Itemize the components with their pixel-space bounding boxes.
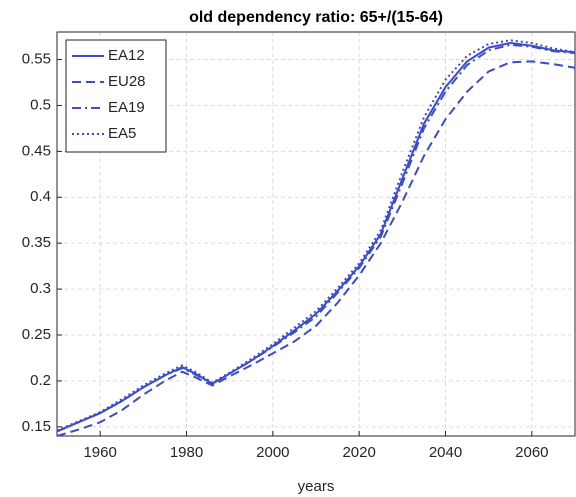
y-tick-label: 0.5 (30, 96, 51, 113)
y-tick-label: 0.35 (22, 234, 51, 251)
y-tick-label: 0.2 (30, 372, 51, 389)
y-tick-label: 0.3 (30, 280, 51, 297)
x-tick-label: 1960 (83, 444, 116, 461)
legend-box (65, 39, 167, 153)
series-line (56, 60, 576, 437)
x-tick-label: 2040 (429, 444, 462, 461)
plot-frame (56, 31, 576, 437)
chart-title: old dependency ratio: 65+/(15-64) (189, 9, 443, 26)
y-tick-label: 0.15 (22, 418, 51, 435)
y-tick-label: 0.4 (30, 188, 51, 205)
series-line (56, 39, 576, 432)
x-axis-label: years (298, 478, 335, 495)
x-tick-label: 2060 (515, 444, 548, 461)
legend-label: EA19 (108, 99, 145, 116)
legend-label: EA12 (108, 47, 145, 64)
legend-label: EA5 (108, 125, 136, 142)
x-tick-label: 1980 (170, 444, 203, 461)
series-line (56, 43, 576, 433)
y-tick-label: 0.45 (22, 142, 51, 159)
legend-label: EU28 (108, 73, 146, 90)
y-tick-label: 0.55 (22, 51, 51, 68)
x-tick-label: 2000 (256, 444, 289, 461)
x-tick-label: 2020 (342, 444, 375, 461)
y-tick-label: 0.25 (22, 326, 51, 343)
